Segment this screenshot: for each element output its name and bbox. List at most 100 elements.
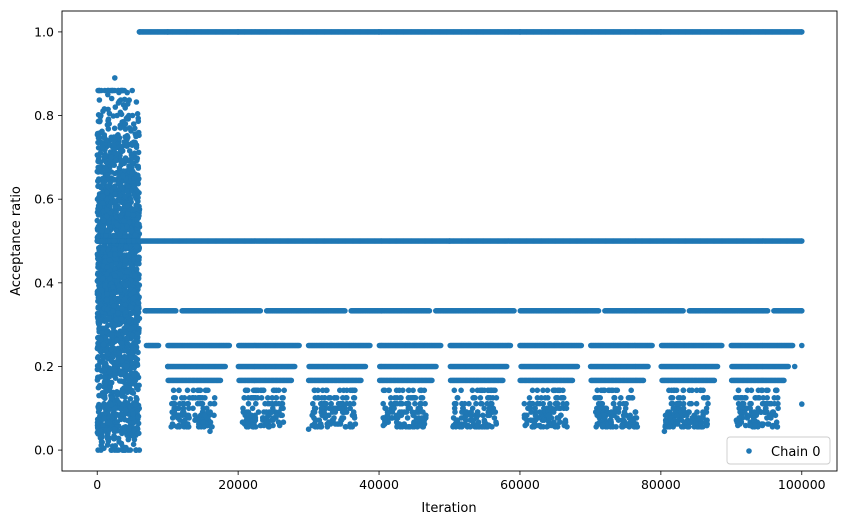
data-point — [108, 95, 115, 102]
data-point — [126, 238, 132, 244]
data-point — [98, 238, 105, 244]
data-point — [97, 428, 103, 435]
data-point — [96, 97, 103, 103]
data-point — [94, 363, 101, 369]
data-point — [129, 360, 136, 367]
data-point — [114, 222, 121, 229]
data-point — [112, 191, 118, 197]
data-point — [132, 377, 139, 384]
data-point — [113, 213, 120, 220]
data-point — [111, 436, 117, 442]
data-point — [108, 447, 115, 453]
data-point — [135, 300, 142, 306]
data-point — [103, 232, 109, 238]
data-point — [104, 189, 110, 196]
data-point — [129, 142, 135, 148]
data-point — [107, 179, 113, 186]
data-point — [98, 228, 105, 234]
data-point — [117, 125, 124, 131]
data-point — [102, 282, 108, 289]
data-point — [111, 238, 118, 244]
data-point — [100, 275, 106, 282]
data-point — [119, 306, 125, 312]
data-point — [124, 188, 130, 194]
data-point — [111, 125, 118, 132]
data-point — [135, 118, 142, 125]
data-point — [126, 219, 133, 226]
data-point — [578, 342, 585, 349]
data-point — [789, 342, 796, 349]
data-point — [112, 198, 118, 204]
data-point — [95, 118, 102, 125]
data-point — [111, 246, 118, 252]
data-point — [135, 255, 142, 262]
data-point — [103, 166, 110, 173]
data-point — [104, 271, 110, 277]
data-point — [99, 393, 106, 400]
data-point — [119, 185, 126, 192]
data-point — [104, 172, 111, 178]
data-point — [114, 419, 121, 425]
data-point — [130, 295, 137, 302]
data-point — [123, 444, 129, 451]
data-point — [131, 364, 137, 371]
data-point — [117, 212, 124, 219]
data-point — [108, 395, 115, 401]
data-point — [296, 342, 302, 349]
data-point — [96, 256, 102, 262]
data-point — [129, 87, 135, 94]
data-point — [128, 354, 134, 361]
data-point — [117, 250, 124, 257]
data-point — [226, 342, 233, 349]
data-point — [121, 296, 128, 303]
data-point — [134, 424, 140, 431]
data-point — [95, 178, 101, 184]
data-point — [121, 353, 128, 360]
data-point — [114, 337, 120, 343]
data-point — [130, 309, 136, 316]
data-point — [132, 272, 138, 279]
data-point — [133, 142, 140, 148]
data-point — [106, 315, 112, 321]
data-point — [100, 218, 107, 224]
data-point — [110, 284, 116, 291]
data-point — [131, 191, 137, 198]
data-point — [118, 406, 124, 412]
data-point — [97, 382, 103, 389]
data-point — [107, 251, 113, 258]
data-point — [120, 217, 127, 224]
data-point — [136, 325, 142, 332]
data-point — [100, 180, 106, 187]
data-point — [122, 407, 129, 414]
data-point — [110, 308, 116, 315]
data-point — [130, 238, 136, 244]
data-point — [133, 266, 140, 273]
data-point — [127, 396, 134, 402]
data-point — [136, 430, 142, 437]
data-point — [104, 291, 110, 298]
data-point — [98, 168, 105, 175]
data-point — [95, 344, 101, 350]
data-point — [130, 411, 136, 418]
data-point — [133, 206, 139, 212]
data-point — [125, 252, 132, 259]
data-point — [135, 172, 141, 179]
data-point — [134, 408, 141, 414]
data-point — [107, 413, 114, 420]
data-point — [135, 386, 141, 393]
data-point — [94, 377, 101, 383]
data-point — [133, 243, 140, 250]
data-point — [97, 301, 104, 308]
data-point — [97, 336, 104, 343]
data-point — [101, 106, 108, 112]
data-point — [114, 132, 121, 139]
data-point — [111, 405, 118, 412]
data-point — [95, 203, 102, 209]
data-point — [122, 329, 129, 335]
data-point — [128, 304, 135, 311]
data-point — [125, 183, 131, 190]
data-point — [133, 319, 139, 325]
scatter-points — [94, 29, 805, 453]
data-point — [95, 212, 102, 218]
data-point — [109, 358, 115, 365]
